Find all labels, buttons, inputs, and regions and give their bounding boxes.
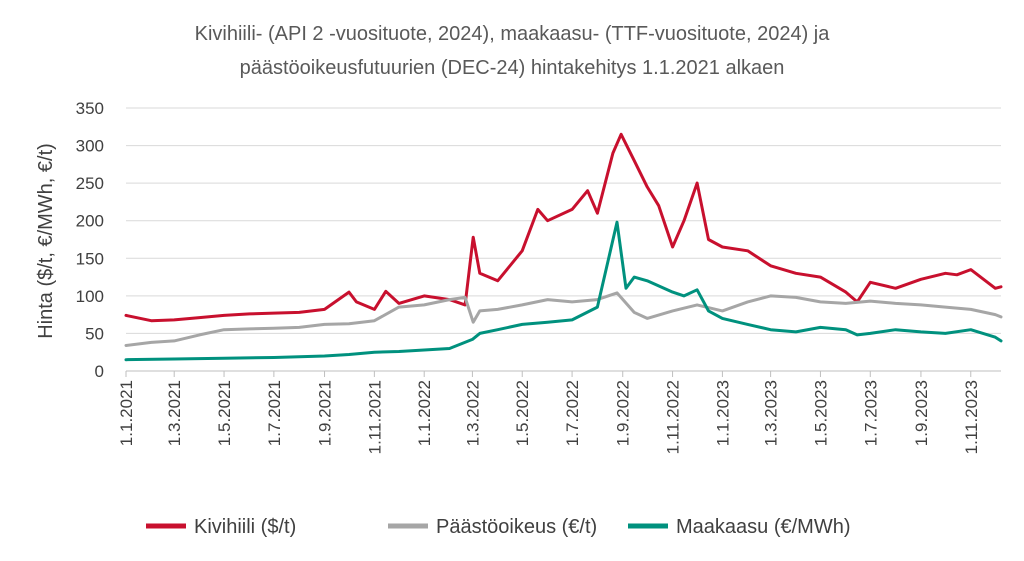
y-tick-label: 100 — [76, 287, 104, 306]
x-tick-label: 1.3.2021 — [165, 380, 184, 446]
legend-label-0: Kivihiili ($/t) — [194, 516, 296, 538]
x-tick-label: 1.7.2022 — [563, 380, 582, 446]
series-line-1 — [124, 291, 1003, 347]
gridlines — [126, 107, 1001, 334]
y-tick-label: 250 — [76, 174, 104, 193]
y-tick-label: 300 — [76, 137, 104, 156]
y-tick-label: 350 — [76, 99, 104, 118]
series-line-2 — [124, 220, 1003, 362]
legend-label-2: Maakaasu (€/MWh) — [676, 516, 851, 538]
x-tick-label: 1.7.2021 — [265, 380, 284, 446]
y-tick-label: 50 — [85, 324, 104, 343]
x-tick-label: 1.9.2021 — [316, 380, 335, 446]
legend-label-1: Päästöoikeus (€/t) — [436, 516, 597, 538]
series-lines — [124, 132, 1003, 362]
chart-title-line-1: Kivihiili- (API 2 -vuosituote, 2024), ma… — [195, 23, 831, 45]
x-tick-label: 1.1.2021 — [117, 380, 136, 446]
legend: Kivihiili ($/t) Päästöoikeus (€/t) Maakaas… — [146, 516, 851, 538]
y-axis-label: Hinta ($/t, €/MWh, €/t) — [35, 143, 57, 339]
x-tick-label: 1.9.2022 — [614, 380, 633, 446]
x-tick-label: 1.11.2021 — [365, 380, 384, 454]
x-tick-label: 1.1.2023 — [713, 380, 732, 446]
x-tick-label: 1.11.2022 — [664, 380, 683, 454]
chart-title-line-2: päästöoikeusfutuurien (DEC-24) hintakehi… — [240, 57, 785, 79]
x-axis-ticks: 1.1.2021 1.3.2021 1.5.2021 1.7.2021 1.9.2021… — [117, 371, 981, 454]
y-tick-label: 150 — [76, 249, 104, 268]
x-tick-label: 1.1.2022 — [415, 380, 434, 446]
x-tick-label: 1.7.2023 — [861, 380, 880, 446]
x-tick-label: 1.11.2023 — [962, 380, 981, 454]
y-tick-label: 200 — [76, 212, 104, 231]
x-tick-label: 1.5.2021 — [215, 380, 234, 446]
series-line-0 — [124, 132, 1003, 323]
y-axis-ticks: 0 50 100 150 200 250 300 350 — [76, 99, 104, 381]
x-tick-label: 1.3.2023 — [762, 380, 781, 446]
x-tick-label: 1.9.2023 — [912, 380, 931, 446]
x-tick-label: 1.3.2022 — [463, 380, 482, 446]
x-tick-label: 1.5.2022 — [513, 380, 532, 446]
x-tick-label: 1.5.2023 — [811, 380, 830, 446]
y-tick-label: 0 — [95, 362, 104, 381]
